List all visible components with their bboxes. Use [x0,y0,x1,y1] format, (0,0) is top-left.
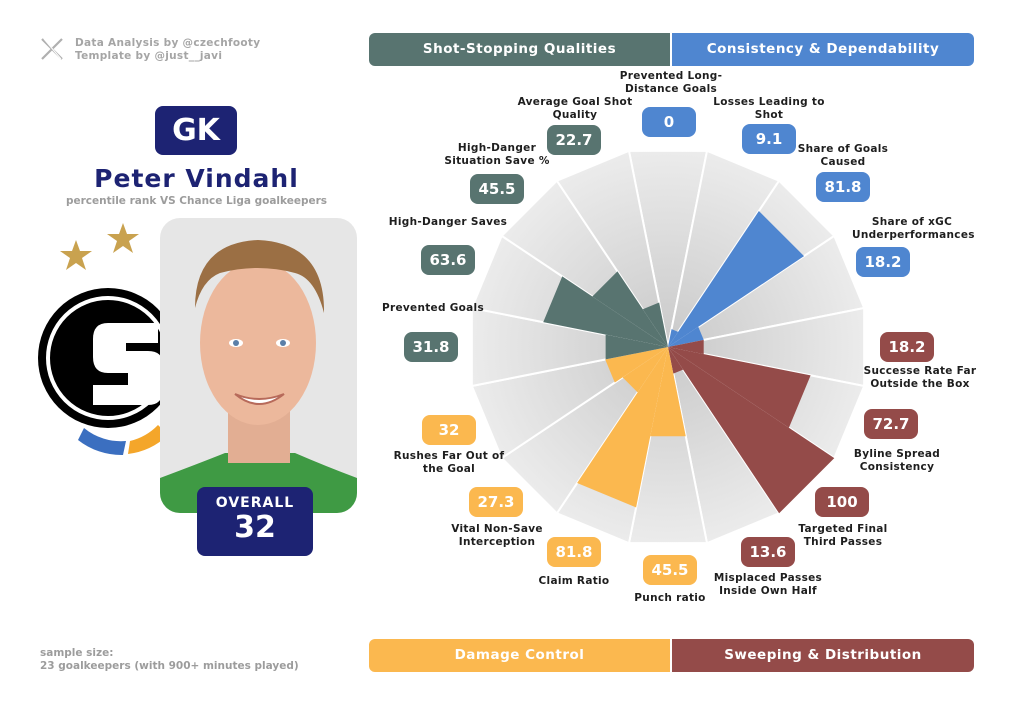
value-wedge [668,326,704,347]
metric-value-pill: 22.7 [547,125,601,155]
metric-label: Vital Non-Save Interception [451,523,543,548]
value-wedge [668,347,835,514]
team-logo [38,223,178,456]
metric-label: Average Goal Shot Quality [517,96,633,121]
metric-label: Successe Rate Far Outside the Box [863,365,977,390]
metric-value-pill: 31.8 [404,332,458,362]
credits-template: Template by @just__javi [75,50,223,62]
metric-value-pill: 63.6 [421,245,475,275]
subtitle: percentile rank VS Chance Liga goalkeepe… [65,195,328,207]
value-wedge [605,347,668,383]
stars-icon [60,223,139,270]
background-wedge [555,149,669,348]
position-badge: GK [155,106,237,155]
category-damage-control: Damage Control [369,639,670,672]
metric-value-pill: 27.3 [469,487,523,517]
metric-label: Rushes Far Out of the Goal [393,450,505,475]
metric-label: High-Danger Saves [388,216,508,228]
metric-value-pill: 45.5 [470,174,524,204]
sample-size-label: sample size: [40,647,114,659]
credits: Data Analysis by @czechfooty Template by… [75,37,260,63]
value-wedge [642,302,668,347]
metric-value-pill: 81.8 [816,172,870,202]
metric-value-pill: 100 [815,487,869,517]
overall-score-box: OVERALL 32 [197,487,313,556]
value-wedge [668,329,679,347]
category-shot-stopping: Shot-Stopping Qualities [369,33,670,66]
metric-value-pill: 45.5 [643,555,697,585]
metric-label: Losses Leading to Shot [713,96,825,121]
value-wedge [622,347,668,393]
value-wedge [577,347,668,508]
value-wedge [668,347,811,428]
metric-value-pill: 18.2 [856,247,910,277]
category-consistency: Consistency & Dependability [672,33,974,66]
metric-value-pill: 18.2 [880,332,934,362]
metric-label: Punch ratio [634,592,706,604]
value-wedge [668,339,704,355]
metric-label: Misplaced Passes Inside Own Half [713,572,823,597]
value-wedge [543,276,668,347]
metric-label: Claim Ratio [538,575,610,587]
metric-value-pill: 72.7 [864,409,918,439]
metric-value-pill: 9.1 [742,124,796,154]
metric-label: Share of Goals Caused [797,143,889,168]
x-logo-icon [41,38,63,60]
overall-value: 32 [234,510,276,545]
metric-label: Byline Spread Consistency [853,448,941,473]
metric-value-pill: 0 [642,107,696,137]
sample-size: sample size: 23 goalkeepers (with 900+ m… [40,647,299,673]
metric-label: Share of xGC Underperformances [852,216,975,241]
metric-value-pill: 13.6 [741,537,795,567]
metric-label: High-Danger Situation Save % [444,142,550,167]
value-wedge [592,271,668,347]
metric-label: Prevented Goals [381,302,484,314]
metric-value-pill: 32 [422,415,476,445]
value-wedge [668,210,805,347]
value-wedge [650,347,686,437]
player-name: Peter Vindahl [94,164,299,193]
metric-label: Targeted Final Third Passes [798,523,888,548]
sample-size-value: 23 goalkeepers (with 900+ minutes played… [40,660,299,672]
metric-value-pill: 81.8 [547,537,601,567]
metric-label: Prevented Long-Distance Goals [619,70,723,95]
value-wedge [605,334,668,360]
category-sweeping: Sweeping & Distribution [672,639,974,672]
value-wedge [668,347,684,374]
overall-label: OVERALL [215,495,295,511]
credits-analysis: Data Analysis by @czechfooty [75,37,261,49]
